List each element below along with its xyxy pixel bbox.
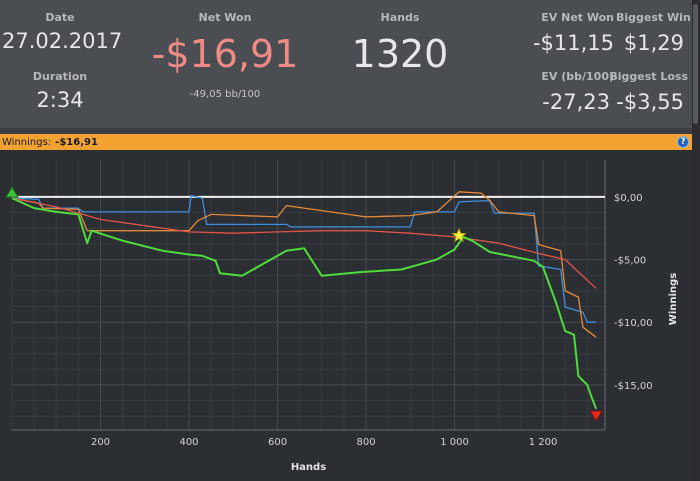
scrollbar-thumb[interactable] [693,4,698,124]
x-tick-label: 1 200 [529,437,558,448]
ev-bb100-label: EV (bb/100) [541,70,614,83]
date-value: 27.02.2017 [2,29,123,53]
net-won-value: -$16,91 [151,32,299,76]
session-stats-panel: Date 27.02.2017 Duration 2:34 Net Won -$… [0,0,692,128]
series-line-blue [11,194,597,323]
y-tick-label: -$10,00 [614,318,653,329]
duration-label: Duration [32,70,88,83]
hands-value: 1320 [351,32,449,76]
y-tick-label: -$5,00 [614,256,646,267]
ev-net-won-value: -$11,15 [532,31,614,55]
biggest-win-label: Biggest Win [616,11,691,24]
biggest-win-value: $1,29 [623,31,684,55]
y-tick-label: -$15,00 [614,381,653,392]
ev-bb100-value: -27,23 [542,90,610,114]
series-line-orange [11,191,597,338]
end-marker-triangle [589,410,604,422]
winnings-header-bar: Winnings: -$16,91 ? [0,134,692,150]
winnings-chart: 200 400 600 800 1 000 1 200 $0,00 -$5,00 -$10,00… [0,150,692,481]
start-marker-triangle [5,186,19,198]
x-tick-label: 400 [179,437,198,448]
x-tick-label: 800 [356,437,375,448]
biggest-loss-value: -$3,55 [616,90,684,114]
winnings-value: -$16,91 [55,136,98,148]
winnings-label: Winnings: [2,136,52,148]
series-line-red [11,197,597,289]
x-axis-title: Hands [291,462,326,473]
hands-label: Hands [380,11,420,24]
biggest-loss-label: Biggest Loss [609,70,688,83]
help-icon[interactable]: ? [677,136,689,148]
y-tick-label: $0,00 [614,193,643,204]
series-line-green [11,197,598,410]
net-won-label: Net Won [198,11,252,24]
net-won-bb100: -49,05 bb/100 [189,89,261,100]
ev-net-won-label: EV Net Won [541,11,614,24]
x-tick-label: 600 [268,437,287,448]
vertical-scrollbar[interactable] [692,0,700,481]
x-tick-label: 1 000 [440,437,469,448]
highlight-star-marker [451,227,467,243]
y-axis-title: Winnings [668,273,679,325]
winnings-chart-svg: 200 400 600 800 1 000 1 200 $0,00 -$5,00 -$10,00… [5,160,679,473]
x-tick-label: 200 [91,437,110,448]
duration-value: 2:34 [36,88,84,112]
date-label: Date [45,11,75,24]
